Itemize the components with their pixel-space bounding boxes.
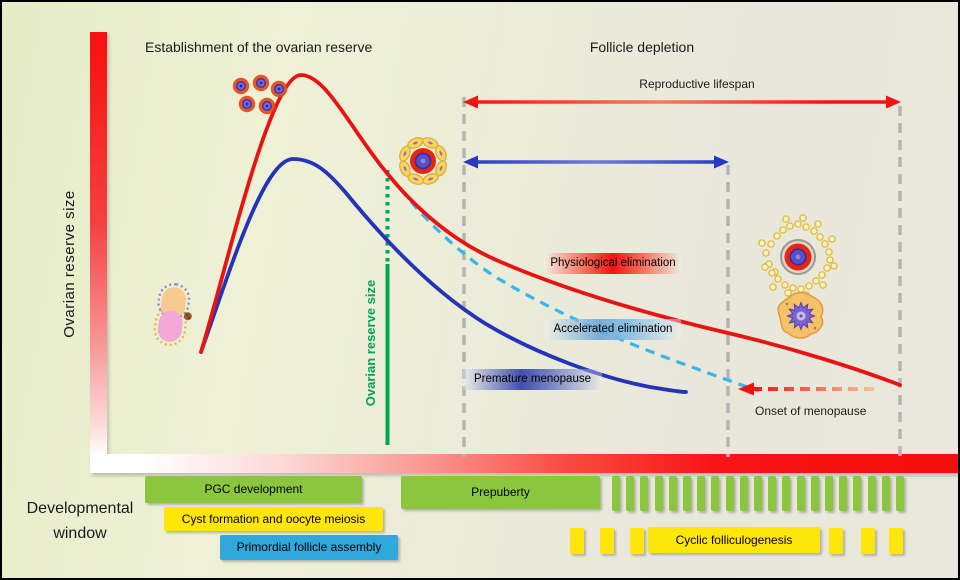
arrowhead-left-icon — [463, 95, 478, 109]
arrowhead-left-icon — [463, 155, 478, 169]
comb-tick — [711, 476, 720, 511]
comb-tick — [754, 476, 762, 511]
x-axis-label: Developmental window — [26, 500, 134, 542]
cyclic-tick — [829, 528, 843, 554]
timeline-box-cyst-formation: Cyst formation and oocyte meiosis — [164, 507, 383, 531]
physiological-elimination-badge: Physiological elimination — [544, 253, 682, 274]
onset-of-menopause-label: Onset of menopause — [755, 404, 867, 418]
timeline-box-prepuberty: Prepuberty — [401, 476, 600, 509]
y-axis-gradient-bar — [90, 32, 107, 457]
cyclic-tick — [600, 528, 614, 554]
reproductive-lifespan-label: Reproductive lifespan — [639, 77, 755, 91]
reserve-marker-label: Ovarian reserve size — [363, 279, 378, 407]
comb-tick — [839, 476, 848, 511]
physiological-elimination-curve — [199, 73, 902, 387]
arrowhead-right-icon — [714, 155, 729, 169]
y-axis-label: Ovarian reserve size — [61, 190, 78, 338]
comb-tick — [796, 476, 805, 511]
cyclic-tick — [570, 528, 584, 554]
comb-tick — [782, 476, 791, 511]
comb-tick — [867, 476, 876, 511]
comb-tick — [896, 476, 904, 511]
comb-tick — [725, 476, 734, 511]
comb-tick — [612, 476, 620, 511]
comb-tick — [881, 476, 890, 511]
timeline-box-cyclic-folliculogenesis: Cyclic folliculogenesis — [648, 527, 820, 553]
premature-menopause-curve — [199, 157, 688, 394]
comb-tick — [768, 476, 777, 511]
accelerated-elimination-curve — [388, 175, 760, 393]
accelerated-elimination-badge: Accelerated elimination — [545, 319, 681, 340]
cyclic-tick — [889, 528, 903, 554]
comb-tick — [640, 476, 649, 511]
comb-tick — [683, 476, 691, 511]
comb-tick — [697, 476, 706, 511]
comb-tick — [739, 476, 748, 511]
comb-tick — [853, 476, 862, 511]
antral-follicle-icon — [758, 214, 838, 299]
arrowhead-left-icon — [738, 382, 754, 396]
primordial-follicle-icon — [399, 137, 447, 185]
premature-menopause-badge: Premature menopause — [463, 369, 602, 390]
onset-of-menopause-arrow — [738, 382, 878, 396]
phase-title-depletion: Follicle depletion — [589, 39, 695, 55]
phase-title-establishment: Establishment of the ovarian reserve — [145, 39, 373, 55]
comb-tick — [654, 476, 663, 511]
primordial-gonad-icon — [153, 282, 192, 347]
x-axis-gradient-bar — [90, 454, 958, 473]
comb-tick — [626, 476, 635, 511]
timeline-box-primordial-follicle-assembly: Primordial follicle assembly — [220, 535, 398, 560]
germ-cell-cluster-icon — [232, 74, 288, 115]
comb-tick — [810, 476, 819, 511]
premature-lifespan-arrow — [463, 155, 729, 169]
timeline-box-pgc-development: PGC development — [145, 476, 362, 503]
reproductive-lifespan-arrow — [463, 95, 901, 109]
stage-boundary-lines — [462, 97, 902, 457]
comb-tick — [668, 476, 677, 511]
comb-tick — [825, 476, 833, 511]
cyclic-tick — [630, 528, 644, 554]
arrowhead-right-icon — [886, 95, 901, 109]
atretic-follicle-icon — [777, 291, 824, 339]
cyclic-tick — [861, 528, 875, 554]
